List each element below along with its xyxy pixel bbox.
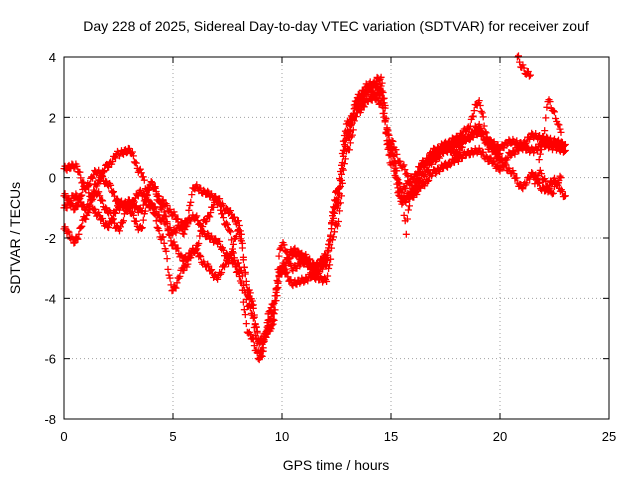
chart-title: Day 228 of 2025, Sidereal Day-to-day VTE… (83, 18, 589, 34)
grid (64, 57, 609, 419)
x-tick-label: 10 (275, 429, 289, 444)
y-axis-label: SDTVAR / TECUs (7, 182, 23, 294)
data-marks (531, 166, 565, 198)
x-tick-label: 15 (384, 429, 398, 444)
y-tick-label: -2 (44, 231, 56, 246)
y-tick-label: -8 (44, 412, 56, 427)
y-tick-label: 4 (49, 50, 56, 65)
axis-ticks: 0 5 10 15 20 25 -8 -6 -4 -2 0 2 4 (44, 50, 616, 444)
data-points (60, 52, 569, 364)
x-tick-label: 5 (169, 429, 176, 444)
series-spike (398, 186, 417, 238)
y-tick-label: -6 (44, 352, 56, 367)
x-tick-label: 20 (493, 429, 507, 444)
x-axis-label: GPS time / hours (283, 457, 390, 473)
data-marks (535, 96, 565, 164)
y-tick-label: 2 (49, 110, 56, 125)
series-late-c (531, 166, 565, 198)
data-marks (60, 84, 569, 348)
y-tick-label: 0 (49, 171, 56, 186)
y-tick-label: -4 (44, 291, 56, 306)
series-track-b (60, 84, 569, 348)
data-marks (398, 186, 417, 238)
data-marks (513, 52, 534, 80)
x-tick-label: 25 (602, 429, 616, 444)
series-late-a (513, 52, 534, 80)
x-tick-label: 0 (60, 429, 67, 444)
series-late-b (535, 96, 565, 164)
